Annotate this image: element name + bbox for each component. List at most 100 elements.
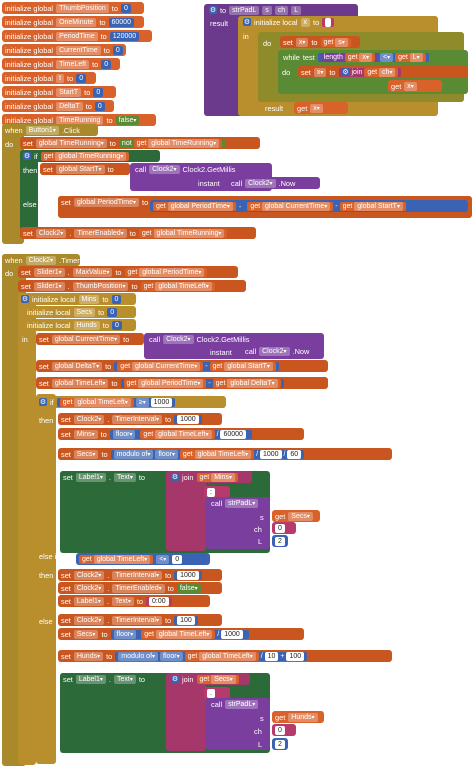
var-dropdown[interactable]: x <box>404 81 417 91</box>
zero-string-2[interactable]: 0 <box>272 724 296 736</box>
set-timeleft[interactable]: set global TimeLeft to get global Period… <box>36 377 328 389</box>
join-block-1[interactable] <box>166 471 206 551</box>
var-dropdown[interactable]: global StartT <box>55 164 105 174</box>
var-name[interactable]: CurrentTime <box>56 45 101 55</box>
gear-icon[interactable]: ⚙ <box>21 295 29 303</box>
set-mins-floor[interactable]: set Mins to floor get global TimeLeft / … <box>58 428 304 440</box>
gear-icon[interactable]: ⚙ <box>39 398 47 406</box>
colon-string-1[interactable]: : <box>204 486 230 498</box>
var-name[interactable]: TimeRunning <box>56 115 104 125</box>
number-value[interactable]: 0 <box>120 3 131 13</box>
global-init-currenttime[interactable]: initialize global CurrentTime to 0 <box>2 44 126 56</box>
var-name[interactable]: t <box>56 73 65 83</box>
var-dropdown[interactable]: global TimeRunning <box>35 138 107 148</box>
compare-block[interactable]: length get x < get L <box>317 52 429 62</box>
length-block[interactable]: length get x <box>320 52 378 62</box>
set-currenttime[interactable]: set global CurrentTime to <box>36 333 144 345</box>
global-init-t[interactable]: initialize global t to 0 <box>2 72 96 84</box>
set-timerinterval-1000-b[interactable]: set Clock2. TimerInterval to 1000 <box>58 569 222 581</box>
call-clock2-now[interactable]: call Clock2 .Now <box>228 177 320 189</box>
set-timerunning[interactable]: set global TimeRunning to not get global… <box>20 137 260 149</box>
gear-icon[interactable]: ⚙ <box>23 152 31 160</box>
gear-icon[interactable]: ⚙ <box>209 6 217 14</box>
component-dropdown[interactable]: Clock2 <box>25 255 57 265</box>
global-init-oneminute[interactable]: initialize global OneMinute to 60000 <box>2 16 144 28</box>
component-dropdown[interactable]: Clock2 <box>149 164 180 174</box>
set-slider1-maxvalue[interactable]: set Slider1. MaxValue to get global Peri… <box>18 266 238 278</box>
var-dropdown[interactable]: x <box>295 37 309 47</box>
set-hunds-modulo[interactable]: set Hunds to modulo of floor get global … <box>58 650 392 662</box>
text-string[interactable] <box>322 17 335 27</box>
global-init-timerunning[interactable]: initialize global TimeRunning to false <box>2 114 156 126</box>
join-block[interactable]: ⚙ join get ch <box>338 67 402 77</box>
subtract-block[interactable]: get global PeriodTime - get global Curre… <box>150 200 468 212</box>
gear-icon[interactable]: ⚙ <box>171 473 179 481</box>
var-name[interactable]: PeriodTime <box>56 31 98 41</box>
join-block-2[interactable] <box>166 673 206 751</box>
get-hunds[interactable]: get Hunds <box>272 711 324 723</box>
while-do-label: do <box>282 68 291 77</box>
get-secs[interactable]: get Secs <box>272 510 320 522</box>
call-now-2[interactable]: call Clock2 .Now <box>242 345 322 357</box>
button1-click-event[interactable] <box>2 124 24 244</box>
var-name[interactable]: OneMinute <box>56 17 97 27</box>
if-else-block[interactable] <box>20 150 38 230</box>
var-name[interactable]: ThumbPosition <box>56 3 109 13</box>
param-ch[interactable]: ch <box>274 5 289 15</box>
set-clock2-timerenabled[interactable]: set Clock2 . TimerEnabled to get global … <box>20 227 256 239</box>
label1-text-head-2: set Label1. Text to <box>60 673 170 685</box>
global-init-thumbposition[interactable]: initialize global ThumbPosition to 0 <box>2 2 144 14</box>
var-name[interactable]: StartT <box>56 87 82 97</box>
number-value[interactable]: 0 <box>101 59 112 69</box>
if-elseif-else-block[interactable] <box>36 394 56 764</box>
set-timerenabled-false[interactable]: set Clock2. TimerEnabled to false <box>58 582 222 594</box>
gear-icon[interactable]: ⚙ <box>243 18 251 26</box>
set-deltat[interactable]: set global DeltaT to get global CurrentT… <box>36 360 328 372</box>
set-label1-zero[interactable]: set Label1. Text to 0:00 <box>58 595 210 607</box>
set-secs-floor[interactable]: set Secs to floor get global TimeLeft / … <box>58 628 304 640</box>
number-2-1[interactable]: 2 <box>272 535 288 547</box>
procedure-name[interactable]: strPadL <box>229 5 260 15</box>
number-2-2[interactable]: 2 <box>272 738 288 750</box>
zero-string-1[interactable]: 0 <box>272 522 296 534</box>
get-x-result[interactable]: get x <box>294 102 348 114</box>
param-s[interactable]: s <box>262 5 272 15</box>
boolean-value[interactable]: false <box>115 115 140 125</box>
number-value[interactable]: 0 <box>76 73 87 83</box>
var-name[interactable]: TimeLeft <box>56 59 90 69</box>
set-timerinterval-1000[interactable]: set Clock2. TimerInterval to 1000 <box>58 413 222 425</box>
property-dropdown[interactable]: TimerEnabled <box>74 228 127 238</box>
var-dropdown[interactable]: x <box>310 103 323 113</box>
component-dropdown[interactable]: Button1 <box>25 125 59 135</box>
global-init-periodtime[interactable]: initialize global PeriodTime to 120000 <box>2 30 152 42</box>
gear-icon[interactable]: ⚙ <box>171 675 179 683</box>
component-dropdown[interactable]: Clock2 <box>35 228 67 238</box>
number-value[interactable]: 0 <box>93 87 104 97</box>
number-value[interactable]: 0 <box>112 45 123 55</box>
set-secs-modulo[interactable]: set Secs to modulo of floor get global T… <box>58 448 392 460</box>
set-startt[interactable]: set global StartT to <box>40 163 130 175</box>
dot-string[interactable]: . <box>204 687 230 699</box>
number-value[interactable]: 0 <box>94 101 105 111</box>
param-L[interactable]: L <box>291 5 302 15</box>
local-init-mins[interactable] <box>18 293 36 765</box>
set-x-to-s[interactable]: set x to get s <box>280 36 360 48</box>
set-x-join[interactable]: set x to ⚙ join get ch <box>298 66 468 78</box>
global-init-deltat[interactable]: initialize global DeltaT to 0 <box>2 100 114 112</box>
get-s[interactable]: get s <box>320 37 351 47</box>
set-timerinterval-100[interactable]: set Clock2. TimerInterval to 100 <box>58 614 222 626</box>
var-dropdown[interactable]: x <box>313 67 327 77</box>
number-value[interactable]: 60000 <box>108 17 134 27</box>
local-var-name[interactable]: x <box>300 17 311 27</box>
else-label: else <box>23 200 37 209</box>
component-dropdown[interactable]: Clock2 <box>245 178 276 188</box>
number-value[interactable]: 120000 <box>109 31 140 41</box>
get-x-join-arg[interactable]: get x <box>388 80 442 92</box>
not-block[interactable]: not get global TimeRunning <box>118 138 226 148</box>
elseif-condition[interactable]: get global TimeLeft < 0 <box>76 553 210 565</box>
global-init-startt[interactable]: initialize global StartT to 0 <box>2 86 116 98</box>
set-slider1-thumbposition[interactable]: set Slider1. ThumbPosition to get global… <box>18 280 246 292</box>
var-name[interactable]: DeltaT <box>56 101 83 111</box>
global-init-timeleft[interactable]: initialize global TimeLeft to 0 <box>2 58 120 70</box>
var-dropdown[interactable]: global PeriodTime <box>73 197 140 207</box>
